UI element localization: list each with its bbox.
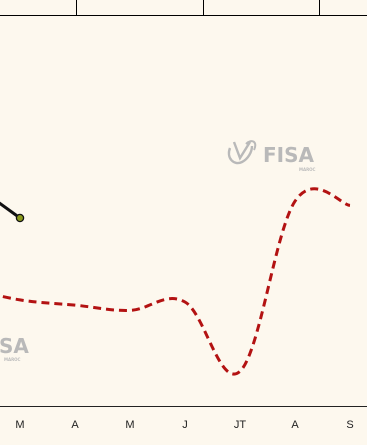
x-tick-label: JT: [234, 419, 247, 431]
x-tick-label: S: [346, 419, 353, 431]
series-dashed-line: [0, 187, 351, 376]
watermark-sa-text: SA: [0, 334, 29, 358]
series-solid-line: [0, 201, 22, 220]
data-point-marker: [15, 213, 25, 223]
watermark-sa-subtext: MAROC: [4, 357, 21, 362]
watermark-fisa: FISA MAROC: [227, 140, 316, 172]
x-tick-label: M: [125, 419, 134, 431]
x-tick-label: A: [291, 419, 299, 431]
x-tick-label: J: [182, 419, 188, 431]
x-tick-label: M: [15, 419, 24, 431]
watermark-sa: SA MAROC: [0, 334, 29, 362]
fisa-logo-icon: [227, 140, 257, 165]
top-table-border: [0, 0, 367, 16]
watermark-fisa-subtext: MAROC: [299, 167, 316, 172]
x-axis-tick-labels: M A M J JT A S: [15, 419, 353, 431]
x-tick-label: A: [71, 419, 79, 431]
watermark-fisa-text: FISA: [263, 143, 315, 167]
